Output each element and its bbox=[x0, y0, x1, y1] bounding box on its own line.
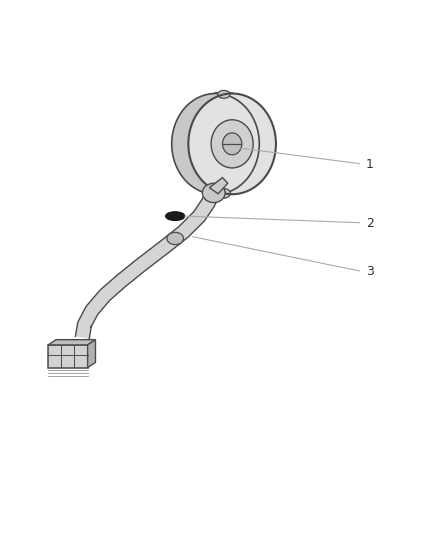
Ellipse shape bbox=[166, 212, 185, 221]
Ellipse shape bbox=[202, 183, 225, 203]
Polygon shape bbox=[209, 177, 228, 194]
Polygon shape bbox=[215, 93, 276, 194]
Ellipse shape bbox=[218, 91, 230, 98]
Polygon shape bbox=[75, 191, 219, 338]
Polygon shape bbox=[48, 340, 95, 345]
Polygon shape bbox=[88, 340, 95, 368]
Ellipse shape bbox=[211, 120, 253, 168]
Text: 3: 3 bbox=[366, 265, 374, 278]
Ellipse shape bbox=[167, 232, 184, 245]
Ellipse shape bbox=[217, 189, 230, 198]
Polygon shape bbox=[48, 345, 88, 368]
Ellipse shape bbox=[188, 93, 276, 194]
Ellipse shape bbox=[223, 133, 242, 155]
Text: 2: 2 bbox=[366, 217, 374, 230]
Ellipse shape bbox=[172, 93, 259, 194]
Text: 1: 1 bbox=[366, 158, 374, 171]
